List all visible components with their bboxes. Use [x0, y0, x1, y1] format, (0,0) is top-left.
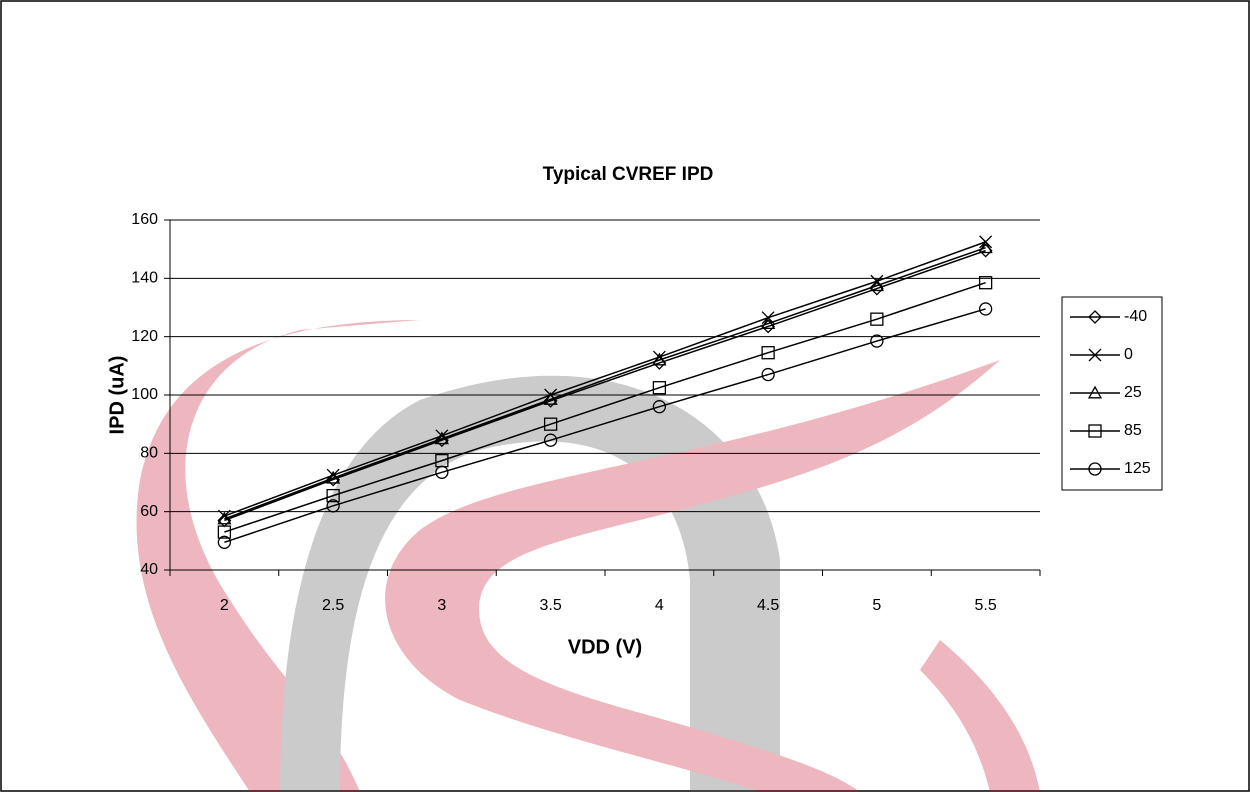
- x-tick-label: 2: [220, 597, 229, 614]
- y-tick-label: 40: [140, 561, 158, 578]
- marker: [761, 346, 775, 360]
- marker: [326, 499, 340, 513]
- x-tick-label: 2.5: [322, 597, 344, 614]
- marker: [761, 316, 776, 329]
- x-tick-label: 3: [437, 597, 446, 614]
- y-tick-label: 160: [131, 211, 158, 228]
- marker: [1088, 462, 1102, 476]
- series-line: [224, 246, 986, 520]
- marker: [543, 433, 558, 447]
- marker: [978, 276, 993, 290]
- marker: [870, 312, 884, 326]
- marker: [761, 367, 775, 382]
- y-tick-label: 120: [131, 328, 158, 345]
- marker: [434, 431, 449, 445]
- legend-label: -40: [1124, 308, 1147, 325]
- x-tick-label: 4: [655, 597, 664, 614]
- watermark-shape: [136, 320, 420, 792]
- marker: [326, 472, 341, 487]
- x-axis-title: VDD (V): [568, 636, 642, 658]
- x-tick-label: 3.5: [540, 597, 562, 614]
- series: [217, 240, 993, 525]
- x-tick-label: 4.5: [757, 597, 779, 614]
- legend-label: 25: [1124, 384, 1142, 401]
- y-tick-label: 100: [131, 386, 158, 403]
- marker: [1087, 385, 1103, 399]
- y-tick-label: 60: [140, 503, 158, 520]
- marker: [544, 388, 558, 402]
- marker: [870, 334, 884, 348]
- watermark-shape: [385, 360, 1000, 792]
- marker: [435, 465, 449, 479]
- marker: [543, 392, 558, 405]
- series-line: [224, 308, 986, 544]
- series: [217, 276, 993, 539]
- x-tick-label: 5: [872, 597, 881, 614]
- marker: [652, 352, 667, 366]
- marker: [217, 525, 232, 539]
- series-line: [224, 281, 986, 533]
- watermark-shape: [920, 640, 1040, 792]
- watermark: [136, 320, 1040, 792]
- marker: [217, 511, 232, 525]
- marker: [326, 488, 340, 503]
- marker: [978, 240, 993, 254]
- legend-label: 0: [1124, 346, 1133, 363]
- series-line: [224, 249, 986, 522]
- marker: [1088, 310, 1102, 324]
- legend-label: 85: [1124, 422, 1142, 439]
- marker: [434, 433, 449, 448]
- marker: [869, 278, 884, 292]
- y-axis-title: IPD (uA): [106, 356, 128, 435]
- marker: [870, 274, 884, 288]
- marker: [217, 535, 232, 549]
- series-line: [224, 241, 986, 517]
- watermark-shape: [280, 375, 780, 792]
- y-tick-label: 80: [140, 445, 158, 462]
- marker: [1088, 424, 1102, 438]
- marker: [652, 381, 667, 395]
- marker: [326, 470, 341, 484]
- marker: [978, 302, 993, 316]
- marker: [652, 400, 667, 414]
- x-tick-label: 5.5: [975, 597, 997, 614]
- marker: [543, 417, 558, 431]
- series: [217, 302, 993, 549]
- y-tick-label: 140: [131, 270, 158, 287]
- marker: [1088, 348, 1102, 362]
- chart-title: Typical CVREF IPD: [543, 164, 714, 185]
- legend-label: 125: [1124, 460, 1151, 477]
